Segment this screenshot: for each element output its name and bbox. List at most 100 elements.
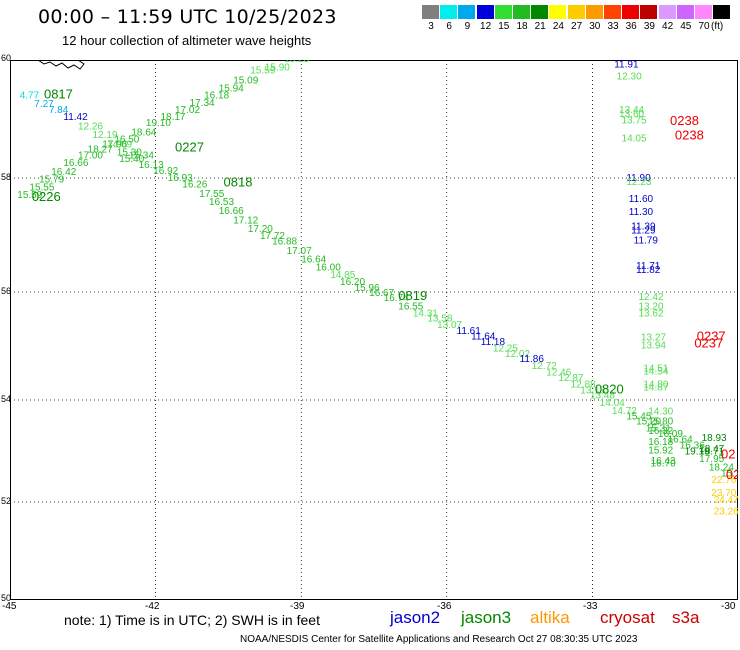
wave-height-label: 15.72 bbox=[721, 469, 738, 480]
scale-label: 24 bbox=[552, 21, 564, 32]
wave-height-label: 14.87 bbox=[643, 382, 668, 393]
wave-height-label: 13.58 bbox=[427, 314, 452, 325]
wave-height-label: 13.20 bbox=[639, 301, 664, 312]
wave-height-label: 12.30 bbox=[617, 71, 642, 82]
scale-unit-label: (ft) bbox=[711, 21, 724, 32]
scale-swatch bbox=[422, 5, 439, 19]
wave-height-label: 11.91 bbox=[614, 60, 639, 71]
wave-height-label: 19.10 bbox=[146, 118, 171, 129]
scale-label: 6 bbox=[446, 21, 452, 32]
scale-label: 18 bbox=[516, 21, 528, 32]
wave-height-label: 11.64 bbox=[471, 332, 496, 343]
scale-swatch bbox=[440, 5, 458, 19]
scale-swatch bbox=[458, 5, 476, 19]
wave-height-label: 11.61 bbox=[457, 326, 482, 337]
satellite-cryosat: cryosat bbox=[600, 608, 655, 627]
wave-height-label: 12.23 bbox=[626, 177, 651, 188]
wave-height-label: 16.13 bbox=[139, 160, 164, 171]
wave-height-label: 11.30 bbox=[629, 207, 654, 218]
wave-height-label: 13.62 bbox=[639, 308, 664, 319]
wave-height-label: 16.42 bbox=[51, 167, 76, 178]
wave-height-label: 12.26 bbox=[78, 122, 103, 133]
wave-height-label: 15.55 bbox=[29, 183, 54, 194]
satellite-jason2: jason2 bbox=[390, 608, 441, 627]
wave-height-label: 13.94 bbox=[641, 341, 666, 352]
page-subtitle: 12 hour collection of altimeter wave hei… bbox=[62, 33, 312, 48]
wave-height-label: 18.24 bbox=[709, 462, 734, 473]
wave-height-label: 16.53 bbox=[209, 197, 234, 208]
wave-height-label: 17.34 bbox=[190, 98, 215, 109]
scale-label: 21 bbox=[534, 21, 546, 32]
wave-height-label: 11.86 bbox=[520, 354, 545, 365]
wave-height-label: 17.95 bbox=[699, 454, 724, 465]
footer-note: note: 1) Time is in UTC; 2) SWH is in fe… bbox=[64, 612, 320, 628]
wave-height-label: 11.82 bbox=[636, 265, 661, 276]
wave-height-label: 23.70 bbox=[711, 488, 736, 499]
lon-label-39: -39 bbox=[290, 601, 305, 612]
wave-height-label: 15.80 bbox=[648, 416, 673, 427]
wave-height-label: 16.32 bbox=[648, 426, 673, 437]
wave-height-label: 7.27 bbox=[34, 99, 54, 110]
wave-height-label: 14.09 bbox=[107, 139, 132, 150]
wave-height-label: 11.18 bbox=[481, 337, 506, 348]
lon-label-30: -30 bbox=[721, 601, 736, 612]
wave-height-label: 16.43 bbox=[651, 456, 676, 467]
wave-height-label: 12.46 bbox=[546, 368, 571, 379]
wave-height-label: 17.07 bbox=[287, 246, 312, 257]
wave-height-label: 18.64 bbox=[131, 128, 156, 139]
wave-height-label: 13.75 bbox=[622, 116, 647, 127]
wave-height-label: 7.84 bbox=[49, 105, 69, 116]
wave-height-label: 16.70 bbox=[651, 458, 676, 469]
scale-swatch bbox=[549, 5, 567, 19]
lon-label-36: -36 bbox=[437, 601, 452, 612]
lat-label-52: 52 bbox=[1, 496, 12, 506]
pass-id-label: 0237 bbox=[694, 336, 723, 351]
satellite-jason3: jason3 bbox=[461, 608, 512, 627]
wave-height-label: 15.45 bbox=[626, 411, 651, 422]
lat-label-56: 56 bbox=[1, 286, 12, 296]
wave-height-label: 14.80 bbox=[643, 380, 668, 391]
wave-height-label: 14.85 bbox=[330, 270, 355, 281]
wave-height-label: 18.47 bbox=[699, 444, 724, 455]
wave-height-label: 16.26 bbox=[182, 180, 207, 191]
scale-swatch bbox=[494, 5, 512, 19]
wave-height-label: 16.67 bbox=[369, 288, 394, 299]
satellite-altika: altika bbox=[530, 608, 570, 627]
wave-height-label: 15.09 bbox=[233, 76, 258, 87]
wave-height-label: 15.79 bbox=[39, 175, 64, 186]
pass-id-label: 0237 bbox=[697, 329, 726, 344]
satellite-s3a: s3a bbox=[672, 608, 700, 627]
wave-height-label: 16.64 bbox=[301, 254, 326, 265]
wave-height-label: 11.79 bbox=[634, 236, 659, 247]
wave-height-label: 14.51 bbox=[643, 363, 668, 374]
wave-height-label: 12.72 bbox=[532, 361, 557, 372]
wave-height-label: 16.64 bbox=[668, 434, 693, 445]
wave-height-label: 15.31 bbox=[646, 424, 671, 435]
scale-swatch bbox=[531, 5, 549, 19]
wave-height-label: 13.48 bbox=[590, 390, 615, 401]
wave-height-label: 12.02 bbox=[505, 349, 530, 360]
wave-height-label: 16.92 bbox=[153, 166, 178, 177]
map-plot-area[interactable]: 4.77 7.27 7.84 11.42 12.26 12.19 14.09 15.30 15.… bbox=[10, 60, 738, 600]
wave-height-label: 16.18 bbox=[648, 437, 673, 448]
wave-height-label: 12.87 bbox=[558, 373, 583, 384]
map-grid bbox=[10, 60, 738, 600]
scale-swatch bbox=[604, 5, 621, 19]
wave-height-label: 16.50 bbox=[114, 135, 139, 146]
wave-height-label: 15.59 bbox=[17, 190, 42, 201]
wave-height-label: 15.92 bbox=[648, 446, 673, 457]
wave-height-label: 17.20 bbox=[248, 224, 273, 235]
wave-height-label: 15.94 bbox=[219, 83, 244, 94]
wave-height-label: 14.04 bbox=[600, 398, 625, 409]
wave-height-label: 16.36 bbox=[680, 440, 705, 451]
wave-height-label: 13.07 bbox=[437, 320, 462, 331]
pass-id-label: 02 bbox=[726, 467, 738, 482]
wave-height-label: 13.60 bbox=[619, 109, 644, 120]
wave-height-label: 15.59 bbox=[250, 66, 275, 77]
wave-height-label: 24.47 bbox=[714, 495, 738, 506]
lat-label-60: 60 bbox=[1, 53, 12, 63]
wave-height-label: 14.30 bbox=[648, 406, 673, 417]
page-title: 00:00 – 11:59 UTC 10/25/2023 bbox=[38, 6, 337, 28]
scale-swatch bbox=[658, 5, 676, 19]
wave-height-label: 19.19 bbox=[685, 447, 710, 458]
